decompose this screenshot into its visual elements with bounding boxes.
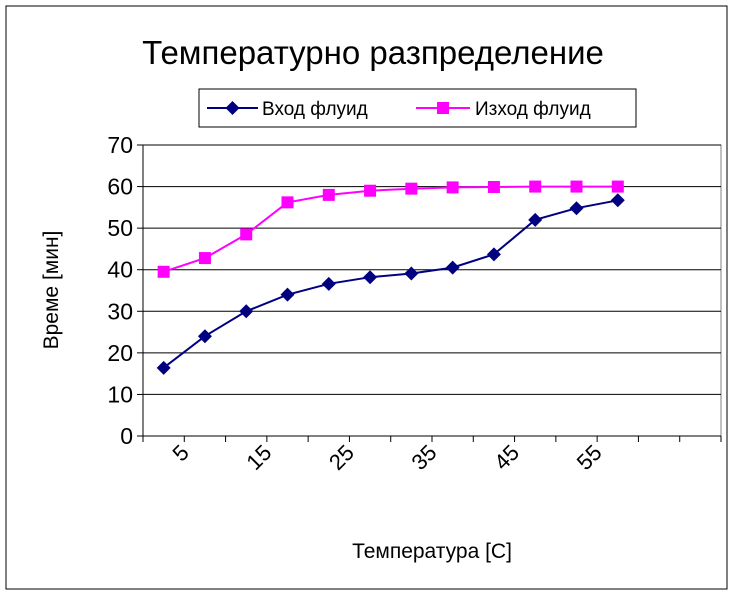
data-point-output [446,181,459,194]
x-axis-label: Температура [C] [352,540,512,563]
data-point-input [197,329,212,344]
data-point-output [529,180,542,193]
data-point-input [569,201,584,216]
y-tick-label: 60 [107,174,133,200]
data-point-output [570,180,583,193]
data-point-output [322,188,335,201]
y-axis-label: Време [мин] [40,231,63,350]
data-point-input [404,266,419,281]
data-series [156,180,625,375]
data-point-output [405,182,418,195]
y-axis: 0 10 20 30 40 50 60 70 [107,132,144,449]
y-tick-label: 0 [120,423,133,449]
data-point-input [156,360,171,375]
y-tick-label: 10 [107,381,133,407]
legend-marker-output [437,102,449,114]
plot-area [142,144,722,437]
y-tick-label: 70 [107,132,133,158]
y-tick-label: 50 [107,215,133,241]
series-line-output [163,185,618,273]
data-point-input [321,276,336,291]
y-tick-label: 30 [107,298,133,324]
data-point-input [445,260,460,275]
data-point-output [157,265,170,278]
data-point-output [487,180,500,193]
y-tick-label: 40 [107,257,133,283]
legend-label-input: Вход флуид [262,99,368,120]
data-point-output [364,184,377,197]
legend-label-output: Изход флуид [475,99,591,120]
series-line-input [162,199,618,369]
data-point-output [281,196,294,209]
data-point-input [280,287,295,302]
data-point-input [239,304,254,319]
y-tick-label: 20 [107,340,133,366]
data-point-output [240,228,253,241]
data-point-output [198,252,211,265]
data-point-input [363,270,378,285]
data-point-input [610,193,625,208]
data-point-input [486,247,501,262]
legend: Вход флуид Изход флуид [198,88,637,128]
chart-title: Температурно разпределение [142,34,604,71]
legend-marker-input [225,101,240,115]
data-point-input [528,212,543,227]
data-point-output [611,180,624,193]
